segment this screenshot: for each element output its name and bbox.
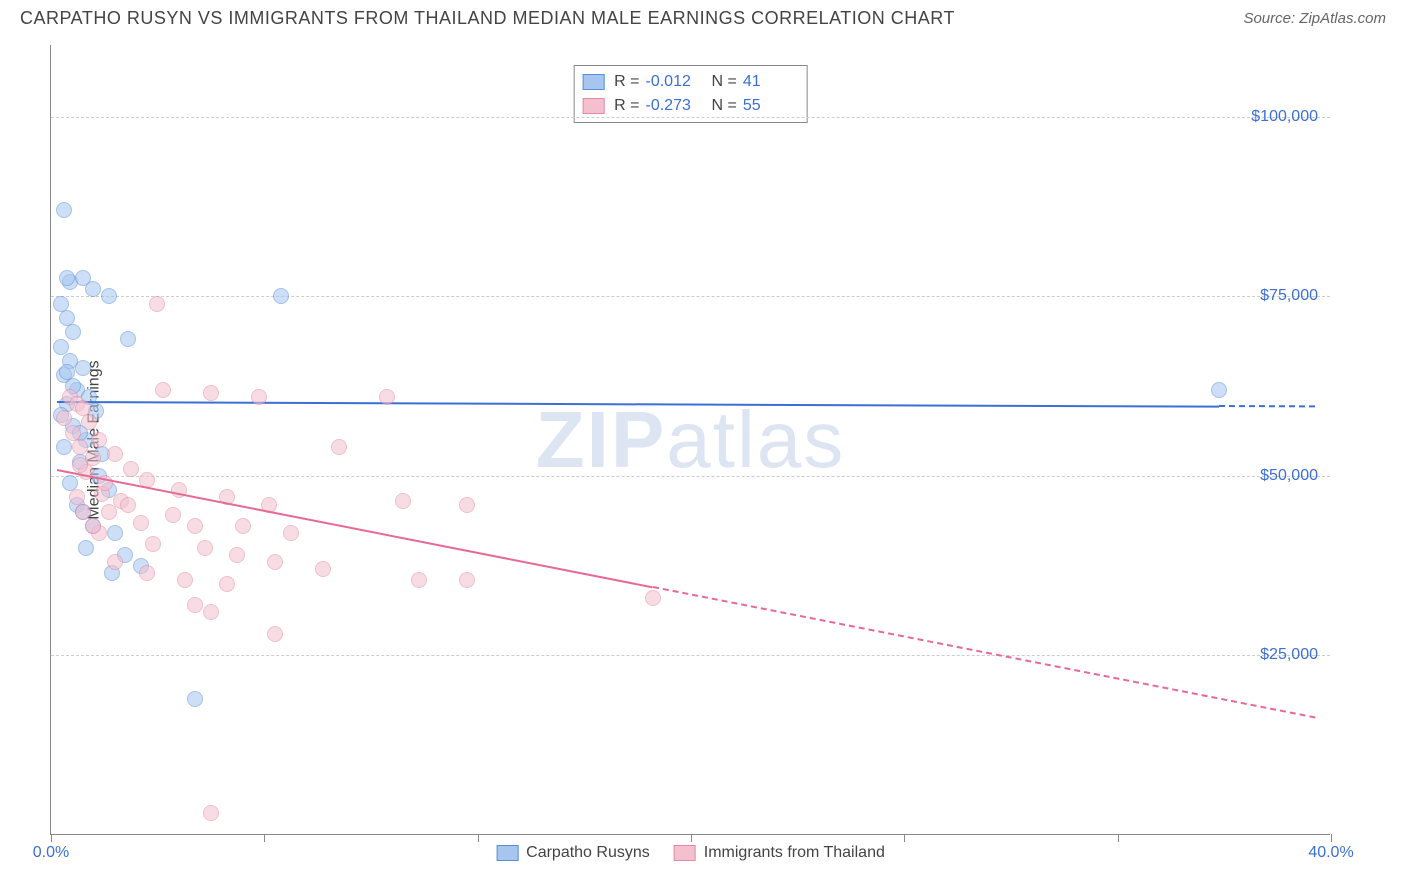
data-point bbox=[251, 389, 267, 405]
data-point bbox=[107, 554, 123, 570]
data-point bbox=[267, 626, 283, 642]
stat-r-value: -0.012 bbox=[646, 70, 702, 94]
data-point bbox=[101, 504, 117, 520]
data-point bbox=[331, 439, 347, 455]
data-point bbox=[187, 597, 203, 613]
bottom-legend-item: Immigrants from Thailand bbox=[674, 844, 885, 862]
chart-container: ZIPatlas Median Male Earnings R =-0.012N… bbox=[50, 45, 1330, 835]
legend-swatch bbox=[674, 845, 696, 861]
data-point bbox=[149, 296, 165, 312]
data-point bbox=[107, 446, 123, 462]
data-point bbox=[267, 554, 283, 570]
data-point bbox=[203, 385, 219, 401]
data-point bbox=[53, 339, 69, 355]
data-point bbox=[91, 432, 107, 448]
data-point bbox=[139, 565, 155, 581]
data-point bbox=[283, 525, 299, 541]
data-point bbox=[203, 805, 219, 821]
data-point bbox=[165, 507, 181, 523]
grid-line bbox=[51, 117, 1330, 118]
stats-legend: R = -0.012 N =41 R = -0.273 N =55 bbox=[573, 65, 808, 123]
grid-line bbox=[51, 476, 1330, 477]
data-point bbox=[123, 461, 139, 477]
source-label: Source: ZipAtlas.com bbox=[1243, 10, 1386, 27]
stat-n-label: N = bbox=[712, 70, 737, 94]
stats-legend-row: R = -0.012 N =41 bbox=[582, 70, 799, 94]
grid-line bbox=[51, 655, 1330, 656]
y-tick-label: $75,000 bbox=[1260, 287, 1318, 305]
data-point bbox=[133, 515, 149, 531]
data-point bbox=[379, 389, 395, 405]
data-point bbox=[65, 324, 81, 340]
data-point bbox=[197, 540, 213, 556]
data-point bbox=[85, 518, 101, 534]
data-point bbox=[1211, 382, 1227, 398]
data-point bbox=[120, 497, 136, 513]
legend-label: Carpatho Rusyns bbox=[526, 844, 650, 862]
data-point bbox=[81, 414, 97, 430]
data-point bbox=[187, 691, 203, 707]
x-tick bbox=[691, 834, 692, 842]
data-point bbox=[56, 410, 72, 426]
x-tick bbox=[904, 834, 905, 842]
stat-r-label: R = bbox=[614, 94, 639, 118]
y-tick-label: $100,000 bbox=[1251, 108, 1318, 126]
chart-title: CARPATHO RUSYN VS IMMIGRANTS FROM THAILA… bbox=[20, 8, 955, 29]
stats-legend-row: R = -0.273 N =55 bbox=[582, 94, 799, 118]
regression-line bbox=[1219, 405, 1315, 407]
data-point bbox=[203, 604, 219, 620]
y-tick-label: $25,000 bbox=[1260, 646, 1318, 664]
x-tick bbox=[1118, 834, 1119, 842]
legend-swatch bbox=[496, 845, 518, 861]
stat-n-value: 55 bbox=[743, 94, 799, 118]
grid-line bbox=[51, 296, 1330, 297]
x-axis-min-label: 0.0% bbox=[33, 844, 69, 862]
bottom-legend-item: Carpatho Rusyns bbox=[496, 844, 650, 862]
data-point bbox=[85, 281, 101, 297]
data-point bbox=[56, 439, 72, 455]
stat-r-label: R = bbox=[614, 70, 639, 94]
data-point bbox=[56, 202, 72, 218]
data-point bbox=[459, 497, 475, 513]
data-point bbox=[229, 547, 245, 563]
data-point bbox=[72, 457, 88, 473]
x-tick bbox=[51, 834, 52, 842]
stat-r-value: -0.273 bbox=[646, 94, 702, 118]
legend-label: Immigrants from Thailand bbox=[704, 844, 885, 862]
data-point bbox=[145, 536, 161, 552]
data-point bbox=[155, 382, 171, 398]
regression-line bbox=[57, 401, 1219, 408]
y-tick-label: $50,000 bbox=[1260, 467, 1318, 485]
data-point bbox=[273, 288, 289, 304]
data-point bbox=[120, 331, 136, 347]
data-point bbox=[107, 525, 123, 541]
data-point bbox=[411, 572, 427, 588]
x-tick bbox=[264, 834, 265, 842]
data-point bbox=[459, 572, 475, 588]
data-point bbox=[187, 518, 203, 534]
data-point bbox=[235, 518, 251, 534]
data-point bbox=[177, 572, 193, 588]
legend-swatch bbox=[582, 98, 604, 114]
x-tick bbox=[478, 834, 479, 842]
stat-n-value: 41 bbox=[743, 70, 799, 94]
data-point bbox=[75, 504, 91, 520]
plot-area: ZIPatlas Median Male Earnings R =-0.012N… bbox=[50, 45, 1330, 835]
data-point bbox=[395, 493, 411, 509]
legend-swatch bbox=[582, 74, 604, 90]
regression-line bbox=[652, 586, 1315, 718]
data-point bbox=[78, 540, 94, 556]
data-point bbox=[219, 576, 235, 592]
watermark: ZIPatlas bbox=[536, 394, 845, 486]
x-tick bbox=[1331, 834, 1332, 842]
data-point bbox=[645, 590, 661, 606]
bottom-legend: Carpatho Rusyns Immigrants from Thailand bbox=[496, 844, 885, 862]
data-point bbox=[59, 270, 75, 286]
data-point bbox=[75, 360, 91, 376]
x-axis-max-label: 40.0% bbox=[1308, 844, 1353, 862]
data-point bbox=[315, 561, 331, 577]
stat-n-label: N = bbox=[712, 94, 737, 118]
data-point bbox=[101, 288, 117, 304]
